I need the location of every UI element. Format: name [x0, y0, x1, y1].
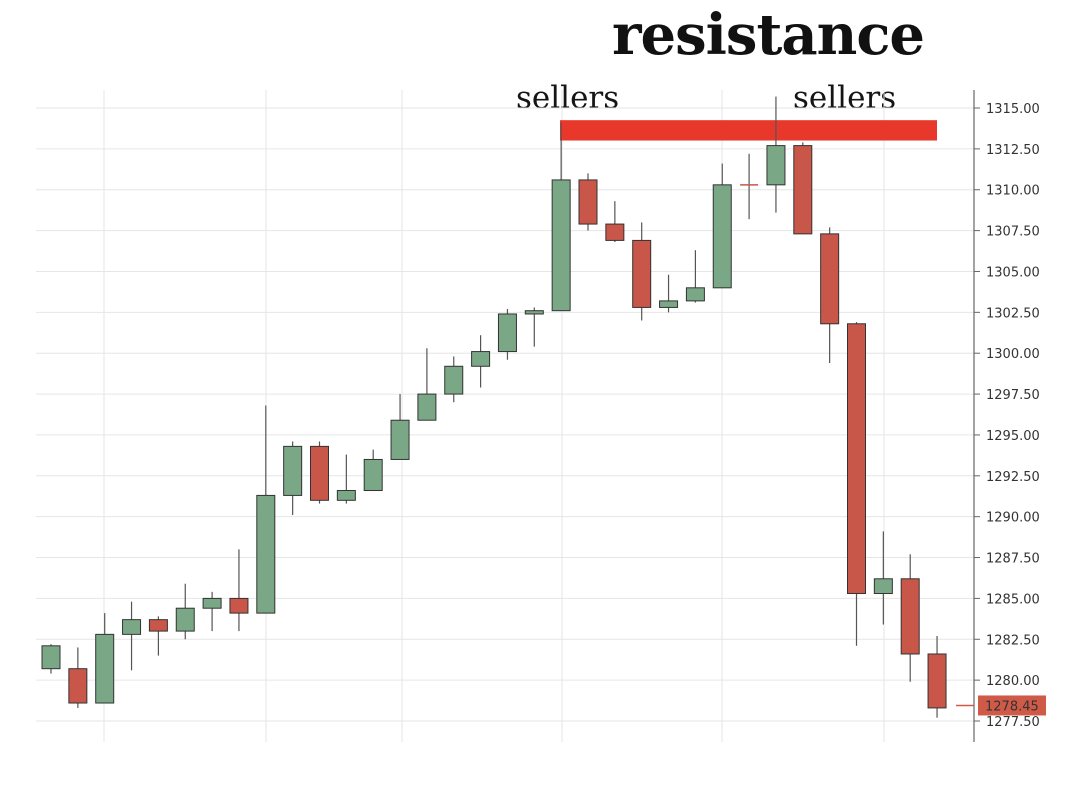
- candle-body: [524, 310, 544, 315]
- candle-body: [900, 578, 920, 655]
- candle-body: [927, 653, 947, 709]
- candle: [847, 322, 866, 646]
- candle: [229, 549, 249, 632]
- candle: [41, 644, 61, 674]
- candle: [873, 531, 893, 625]
- candle-body: [712, 184, 732, 289]
- price-tick-label: 1277.50: [986, 715, 1040, 730]
- candle-body: [41, 645, 61, 670]
- price-tick-label: 1280.00: [986, 674, 1040, 689]
- candle: [95, 613, 115, 704]
- candle: [578, 173, 598, 231]
- candle: [793, 142, 813, 235]
- sellers-annotation-left: sellers: [516, 80, 620, 116]
- grid-lines: [36, 90, 974, 742]
- candle-body: [95, 633, 115, 704]
- candle: [740, 153, 759, 220]
- candle-body: [685, 287, 705, 302]
- candle: [256, 405, 276, 614]
- candle: [659, 274, 679, 313]
- price-tick-label: 1287.50: [986, 552, 1040, 567]
- candle-body: [578, 179, 598, 225]
- price-tick-label: 1282.50: [986, 633, 1040, 648]
- candle-body: [363, 458, 383, 492]
- candle-body: [659, 300, 679, 308]
- price-tick-label: 1305.00: [986, 265, 1040, 280]
- price-tick-label: 1292.50: [986, 470, 1040, 485]
- price-axis: 1315.00 1312.50 1310.00 1307.50 1305.00 1302.…: [956, 90, 1046, 742]
- candle: [766, 96, 786, 213]
- price-tick-label: 1302.50: [986, 306, 1040, 321]
- candle: [632, 222, 652, 321]
- price-tick-label: 1297.50: [986, 388, 1040, 403]
- candle: [444, 356, 464, 403]
- price-tick-label: 1310.00: [986, 184, 1040, 199]
- price-tick-label: 1315.00: [986, 102, 1040, 117]
- chart-title: resistance: [612, 2, 925, 68]
- candle-body: [471, 351, 491, 367]
- candle-body: [390, 419, 410, 460]
- candle: [417, 348, 437, 421]
- price-tick-label: 1300.00: [986, 347, 1040, 362]
- candle-body: [229, 597, 249, 614]
- candle: [605, 201, 625, 243]
- candle-body: [68, 668, 88, 704]
- candle-body: [793, 145, 813, 235]
- resistance-zone-bar: [560, 120, 937, 141]
- sellers-annotation-right: sellers: [793, 80, 897, 116]
- candle-body: [551, 179, 571, 312]
- candle-body: [605, 223, 625, 241]
- candle: [310, 441, 329, 504]
- candle-body: [336, 490, 356, 501]
- candle: [202, 591, 222, 632]
- candle: [148, 616, 168, 656]
- candle: [900, 554, 920, 682]
- candle-body: [202, 597, 222, 609]
- candle: [390, 394, 410, 460]
- candle: [712, 163, 732, 289]
- candle-body: [632, 239, 652, 308]
- candle-body: [283, 445, 303, 496]
- candle-body: [122, 619, 142, 635]
- price-tick-label: 1285.00: [986, 592, 1040, 607]
- candle-body: [417, 393, 437, 421]
- candle: [471, 335, 491, 388]
- candle: [336, 454, 356, 504]
- candles: [41, 96, 947, 718]
- candle-body: [873, 578, 893, 594]
- candle: [551, 122, 571, 312]
- candle: [122, 601, 142, 671]
- candle: [68, 647, 88, 708]
- candle-body: [444, 365, 464, 395]
- price-tick-label: 1290.00: [986, 511, 1040, 526]
- candle: [820, 227, 840, 364]
- candle-body: [497, 313, 517, 353]
- price-tick-label: 1307.50: [986, 225, 1040, 240]
- candle: [685, 250, 705, 303]
- candle-body: [766, 145, 786, 186]
- candle: [363, 449, 383, 492]
- last-price-tag: [978, 695, 1046, 716]
- last-price-label: 1278.45: [985, 699, 1039, 714]
- price-tick-label: 1295.00: [986, 429, 1040, 444]
- candle-body: [847, 323, 866, 594]
- price-tick-label: 1312.50: [986, 143, 1040, 158]
- candle: [283, 441, 303, 516]
- candle-body: [256, 494, 276, 614]
- candle: [497, 309, 517, 360]
- candle: [175, 583, 195, 640]
- resistance-zone-layer: [560, 120, 937, 141]
- candle-body: [148, 619, 168, 632]
- candle: [927, 635, 947, 718]
- candle-body: [820, 233, 840, 325]
- candle-body: [175, 607, 195, 632]
- candle-body: [310, 445, 329, 501]
- candle: [524, 307, 544, 347]
